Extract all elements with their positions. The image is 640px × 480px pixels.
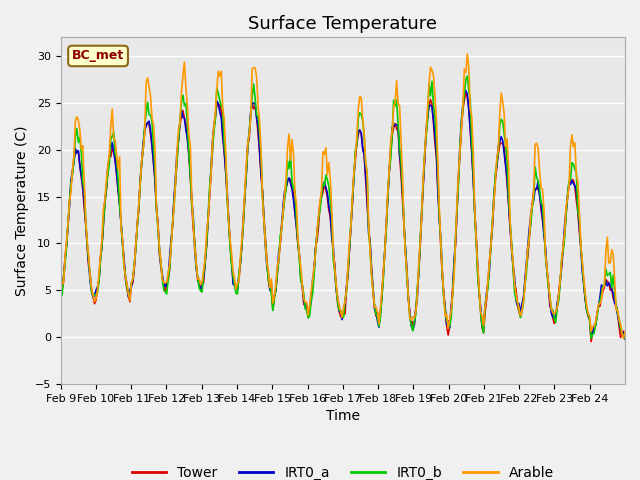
IRT0_b xyxy=(463,73,471,79)
Arable xyxy=(76,127,84,132)
Legend: Tower, IRT0_a, IRT0_b, Arable: Tower, IRT0_a, IRT0_b, Arable xyxy=(126,460,559,480)
IRT0_a xyxy=(93,284,101,290)
Tower xyxy=(347,225,355,231)
Tower xyxy=(93,286,101,291)
Text: BC_met: BC_met xyxy=(72,49,124,62)
IRT0_b xyxy=(588,336,595,341)
Line: Arable: Arable xyxy=(61,54,625,338)
Tower xyxy=(620,328,627,334)
IRT0_b xyxy=(76,135,84,141)
Tower xyxy=(545,280,552,286)
Arable xyxy=(463,51,471,57)
IRT0_a xyxy=(462,88,470,94)
Tower xyxy=(459,106,467,112)
IRT0_a xyxy=(545,281,552,287)
Title: Surface Temperature: Surface Temperature xyxy=(248,15,437,33)
IRT0_a xyxy=(76,162,84,168)
Line: IRT0_b: IRT0_b xyxy=(61,76,625,338)
Line: IRT0_a: IRT0_a xyxy=(61,91,625,339)
IRT0_b xyxy=(459,105,467,110)
IRT0_b xyxy=(620,336,627,341)
IRT0_b xyxy=(93,289,101,295)
Arable xyxy=(545,280,552,286)
Tower xyxy=(462,89,470,95)
IRT0_a xyxy=(459,101,467,107)
Tower xyxy=(57,293,65,299)
Y-axis label: Surface Temperature (C): Surface Temperature (C) xyxy=(15,125,29,296)
Tower xyxy=(588,338,595,344)
Tower xyxy=(76,162,84,168)
IRT0_a xyxy=(347,222,355,228)
IRT0_b xyxy=(621,336,629,341)
Arable xyxy=(621,329,629,335)
Arable xyxy=(459,102,467,108)
Arable xyxy=(620,336,627,341)
Arable xyxy=(93,287,101,293)
IRT0_b xyxy=(57,293,65,299)
X-axis label: Time: Time xyxy=(326,409,360,423)
Arable xyxy=(618,331,626,337)
Arable xyxy=(347,223,355,229)
Tower xyxy=(621,331,629,336)
Arable xyxy=(57,291,65,297)
IRT0_a xyxy=(621,336,629,342)
IRT0_a xyxy=(618,329,626,335)
IRT0_a xyxy=(57,295,65,301)
Line: Tower: Tower xyxy=(61,92,625,341)
IRT0_b xyxy=(545,285,552,291)
IRT0_b xyxy=(347,220,355,226)
